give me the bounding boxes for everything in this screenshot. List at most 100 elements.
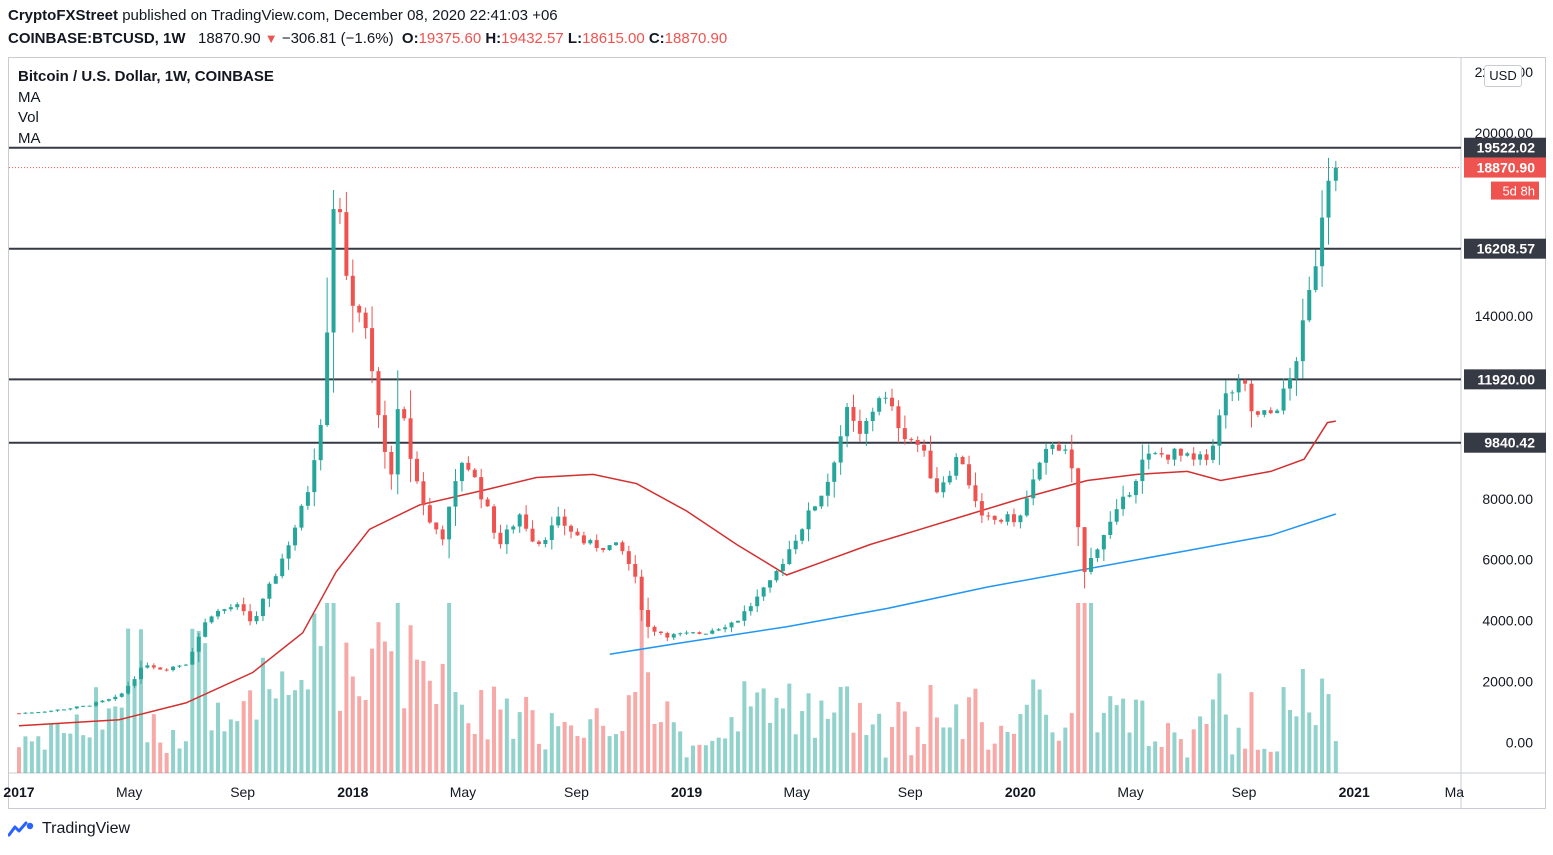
down-arrow-icon: ▼: [264, 31, 278, 46]
volume-bar: [646, 672, 651, 773]
volume-bar: [928, 685, 933, 773]
volume-bar: [1108, 696, 1113, 773]
candle-body: [145, 665, 150, 668]
volume-bar: [325, 603, 330, 773]
candle-body: [440, 529, 445, 540]
footer-brand[interactable]: TradingView: [8, 820, 130, 838]
y-tick-label: 8000.00: [1482, 491, 1533, 507]
candle-body: [337, 209, 342, 213]
volume-bar: [896, 702, 901, 773]
volume-bar: [967, 697, 972, 773]
time-axis: 2017 May Sep 2018 May Sep 2019 May Sep 2020 May Sep…: [3, 784, 1464, 800]
candle-body: [909, 439, 914, 441]
candle-body: [890, 397, 895, 407]
author-name[interactable]: CryptoFXStreet: [8, 7, 119, 24]
volume-bar: [780, 708, 785, 773]
candle-body: [414, 458, 419, 482]
volume-bar: [697, 744, 702, 773]
volume-bar: [992, 743, 997, 773]
volume-bar: [305, 689, 310, 773]
volume-bar: [100, 729, 105, 773]
candle-body: [684, 632, 689, 634]
volume-bar: [703, 745, 708, 773]
y-tick-label: 0.00: [1506, 735, 1533, 751]
volume-bar: [171, 729, 176, 773]
candle-body: [928, 450, 933, 479]
volume-bar: [1249, 692, 1254, 773]
volume-bar: [1333, 741, 1338, 773]
volume-bar: [492, 686, 497, 773]
volume-bar: [691, 745, 696, 773]
volume-bar: [986, 749, 991, 773]
level-label-box: [1464, 369, 1546, 390]
candle-body: [357, 305, 362, 313]
candle-body: [138, 667, 143, 680]
currency-button[interactable]: USD: [1484, 65, 1522, 87]
volume-bar: [421, 660, 426, 773]
volume-bar: [158, 742, 163, 773]
candle-body: [209, 616, 214, 623]
volume-bar: [922, 744, 927, 773]
legend-ma-2[interactable]: MA: [18, 130, 41, 147]
volume-bar: [543, 749, 548, 773]
volume-bar: [1281, 687, 1286, 773]
candle-body: [768, 580, 773, 588]
volume-bar: [729, 717, 734, 773]
candle-body: [1121, 496, 1126, 510]
volume-bar: [1056, 740, 1061, 773]
volume-bar: [1268, 751, 1273, 773]
candle-body: [68, 708, 73, 710]
candle-body: [325, 332, 330, 426]
candle-body: [992, 515, 997, 520]
candle-body: [941, 482, 946, 493]
candle-body: [511, 526, 516, 530]
volume-bar: [658, 722, 663, 773]
candle-body: [196, 636, 201, 652]
candle-body: [832, 462, 837, 482]
candle-body: [543, 539, 548, 544]
volume-bar: [1121, 698, 1126, 773]
candle-body: [1287, 378, 1292, 389]
candle-body: [151, 665, 156, 668]
volume-bar: [55, 723, 60, 773]
close-value: 18870.90: [664, 30, 728, 47]
volume-bar: [716, 737, 721, 773]
candle-body: [1326, 180, 1331, 218]
volume-bar: [954, 704, 959, 773]
candle-body: [1230, 392, 1235, 394]
volume-bar: [825, 718, 830, 773]
volume-bar: [459, 704, 464, 773]
level-label-box: [1464, 137, 1546, 158]
volume-bar: [1185, 757, 1190, 773]
countdown-box: [1491, 181, 1539, 200]
volume-bar: [710, 740, 715, 773]
volume-bar: [119, 707, 124, 773]
legend-title: Bitcoin / U.S. Dollar, 1W, COINBASE: [18, 68, 274, 85]
volume-bar: [151, 714, 156, 773]
volume-bar: [723, 738, 728, 773]
candle-body: [235, 604, 240, 608]
volume-bar: [742, 681, 747, 773]
candle-body: [517, 514, 522, 527]
candle-body: [216, 610, 221, 617]
volume-bar: [934, 717, 939, 773]
volume-bar: [1089, 603, 1094, 773]
volume-bar: [594, 708, 599, 773]
candle-body: [402, 409, 407, 419]
legend-ma-1[interactable]: MA: [18, 89, 41, 106]
candle-body: [787, 549, 792, 564]
volume-bar: [395, 603, 400, 773]
volume-bar: [42, 749, 47, 773]
legend-vol[interactable]: Vol: [18, 109, 39, 126]
low-label: L:: [567, 30, 583, 47]
candle-body: [1294, 361, 1299, 379]
symbol-label: COINBASE:BTCUSD, 1W: [8, 30, 186, 47]
volume-bar: [845, 686, 850, 773]
volume-bar: [1063, 727, 1068, 773]
volume-bar: [440, 663, 445, 773]
candle-body: [293, 527, 298, 546]
candlesticks: [17, 157, 1338, 715]
level-label-box: [1464, 238, 1546, 259]
volume-bar: [755, 692, 760, 773]
